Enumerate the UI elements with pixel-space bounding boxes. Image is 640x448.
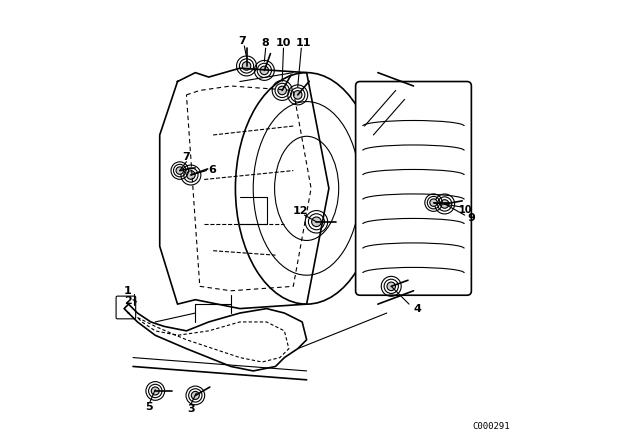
FancyBboxPatch shape bbox=[356, 82, 472, 295]
FancyBboxPatch shape bbox=[116, 296, 136, 319]
Text: 9: 9 bbox=[467, 213, 476, 223]
Circle shape bbox=[440, 200, 449, 208]
Circle shape bbox=[312, 217, 321, 227]
Circle shape bbox=[191, 392, 199, 400]
Circle shape bbox=[430, 199, 437, 207]
Circle shape bbox=[278, 86, 287, 95]
Text: 6: 6 bbox=[208, 165, 216, 175]
Text: 5: 5 bbox=[145, 402, 152, 413]
Text: 7: 7 bbox=[182, 152, 190, 162]
Text: 8: 8 bbox=[262, 38, 269, 48]
Circle shape bbox=[187, 171, 195, 179]
Text: 11: 11 bbox=[295, 38, 311, 48]
Circle shape bbox=[260, 66, 269, 75]
Circle shape bbox=[387, 282, 396, 291]
Circle shape bbox=[243, 62, 251, 70]
Text: 1: 1 bbox=[124, 286, 132, 296]
Circle shape bbox=[151, 387, 159, 395]
Text: C000291: C000291 bbox=[472, 422, 510, 431]
Text: 2: 2 bbox=[124, 296, 132, 306]
Circle shape bbox=[294, 90, 302, 99]
Text: 10: 10 bbox=[276, 38, 291, 48]
Text: 12: 12 bbox=[292, 206, 308, 215]
Text: 3: 3 bbox=[187, 404, 195, 414]
Circle shape bbox=[176, 167, 184, 174]
Text: 4: 4 bbox=[413, 305, 421, 314]
Text: 10: 10 bbox=[460, 205, 473, 215]
Text: 7: 7 bbox=[238, 35, 246, 46]
